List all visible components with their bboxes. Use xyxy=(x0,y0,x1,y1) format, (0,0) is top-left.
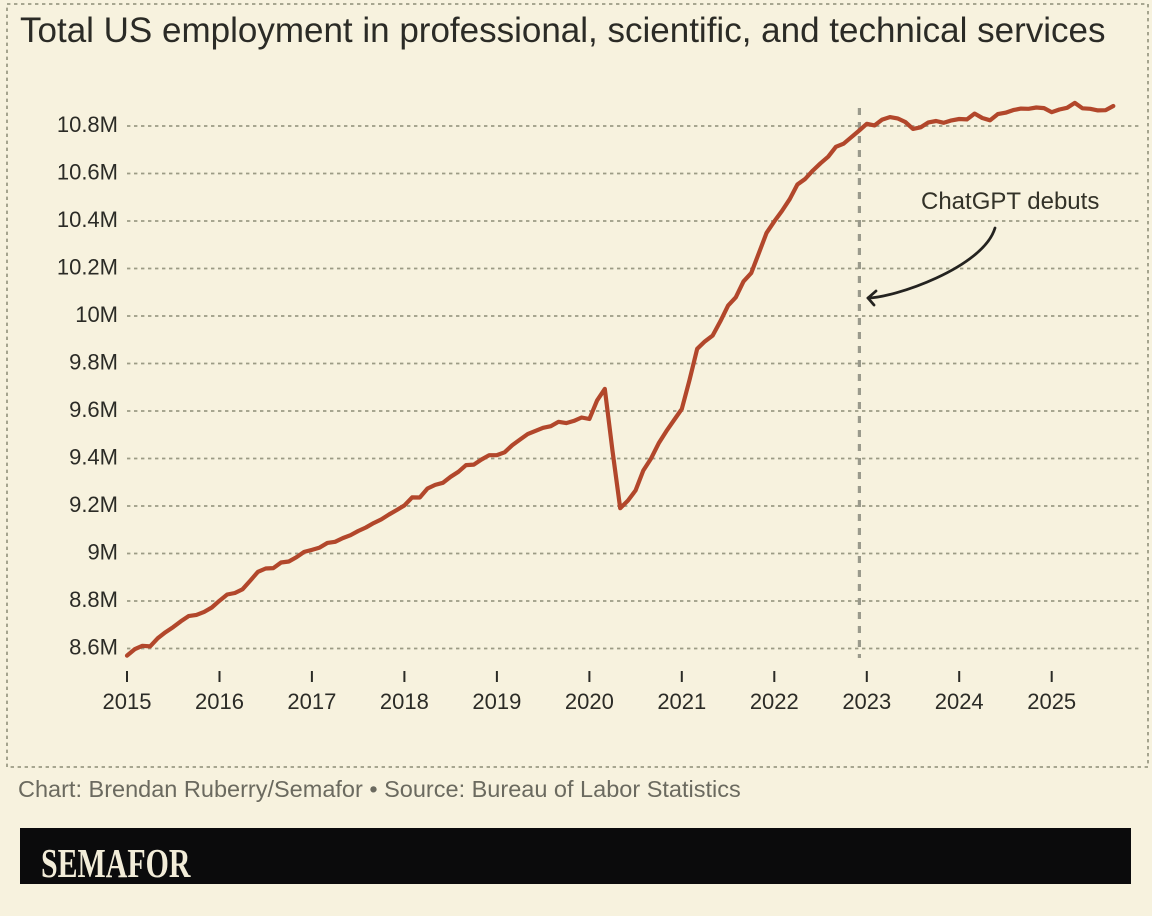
svg-text:2021: 2021 xyxy=(657,689,706,714)
svg-text:10.6M: 10.6M xyxy=(57,160,118,185)
svg-text:9.6M: 9.6M xyxy=(69,397,118,422)
svg-text:10M: 10M xyxy=(75,302,118,327)
svg-text:2020: 2020 xyxy=(565,689,614,714)
svg-text:9.8M: 9.8M xyxy=(69,350,118,375)
svg-text:2022: 2022 xyxy=(750,689,799,714)
svg-text:2018: 2018 xyxy=(380,689,429,714)
svg-text:9.2M: 9.2M xyxy=(69,492,118,517)
svg-text:2016: 2016 xyxy=(195,689,244,714)
svg-text:2015: 2015 xyxy=(103,689,152,714)
svg-text:2023: 2023 xyxy=(842,689,891,714)
svg-text:2025: 2025 xyxy=(1027,689,1076,714)
svg-text:2019: 2019 xyxy=(472,689,521,714)
svg-text:8.6M: 8.6M xyxy=(69,635,118,660)
svg-text:10.8M: 10.8M xyxy=(57,112,118,137)
svg-text:9M: 9M xyxy=(87,540,118,565)
svg-text:10.4M: 10.4M xyxy=(57,207,118,232)
svg-text:8.8M: 8.8M xyxy=(69,587,118,612)
svg-text:10.2M: 10.2M xyxy=(57,255,118,280)
svg-text:9.4M: 9.4M xyxy=(69,445,118,470)
svg-text:2024: 2024 xyxy=(935,689,984,714)
svg-text:ChatGPT debuts: ChatGPT debuts xyxy=(921,188,1099,215)
svg-text:2017: 2017 xyxy=(287,689,336,714)
